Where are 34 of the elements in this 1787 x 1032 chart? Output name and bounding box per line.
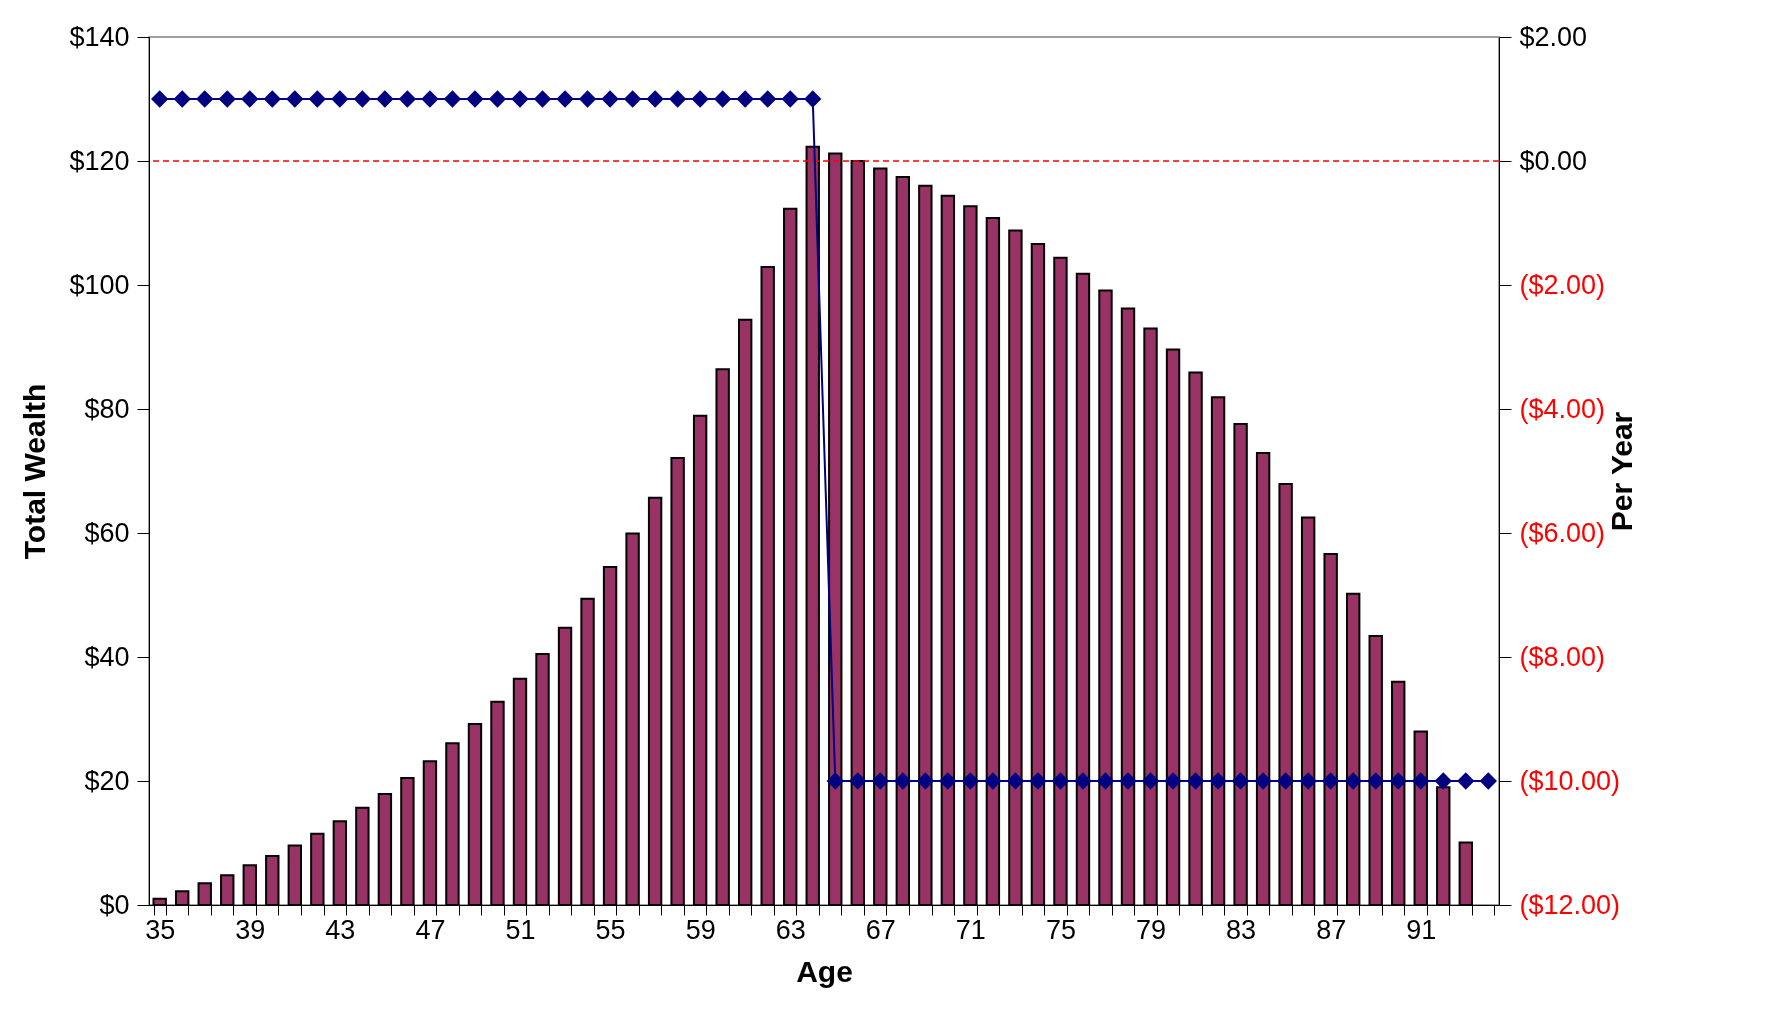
- x-tick-label: 71: [955, 914, 986, 945]
- y-axis-title: Total Wealth: [18, 383, 52, 560]
- x-tick-label: 59: [685, 914, 716, 945]
- y2-tick-label: ($6.00): [1519, 517, 1606, 548]
- y2-tick-label: $0.00: [1519, 145, 1588, 176]
- y-tick-label: $120: [69, 145, 130, 176]
- x-tick-label: 43: [325, 914, 356, 945]
- y2-tick-label: ($10.00): [1519, 765, 1621, 796]
- y-tick-label: $40: [84, 641, 130, 672]
- y-tick-label: $0: [99, 889, 130, 920]
- x-tick-label: 87: [1316, 914, 1347, 945]
- x-tick-label: 55: [595, 914, 626, 945]
- x-axis-title: Age: [796, 954, 853, 988]
- x-tick-label: 35: [145, 914, 176, 945]
- y-tick-label: $80: [84, 393, 130, 424]
- y2-axis-title: Per Year: [1605, 411, 1639, 532]
- x-tick-label: 47: [415, 914, 446, 945]
- x-tick-label: 83: [1226, 914, 1257, 945]
- y2-tick-label: ($12.00): [1519, 889, 1621, 920]
- x-tick-label: 75: [1045, 914, 1076, 945]
- x-tick-label: 79: [1136, 914, 1167, 945]
- y-tick-label: $20: [84, 765, 130, 796]
- y2-tick-label: ($8.00): [1519, 641, 1606, 672]
- x-tick-label: 67: [865, 914, 896, 945]
- y-tick-label: $60: [84, 517, 130, 548]
- y-tick-label: $100: [69, 269, 130, 300]
- y2-tick-label: ($4.00): [1519, 393, 1606, 424]
- y-tick-label: $140: [69, 21, 130, 52]
- y2-tick-label: ($2.00): [1519, 269, 1606, 300]
- x-tick-label: 39: [235, 914, 266, 945]
- x-tick-label: 91: [1406, 914, 1437, 945]
- x-tick-label: 51: [505, 914, 536, 945]
- y2-tick-label: $2.00: [1519, 21, 1588, 52]
- x-tick-label: 63: [775, 914, 806, 945]
